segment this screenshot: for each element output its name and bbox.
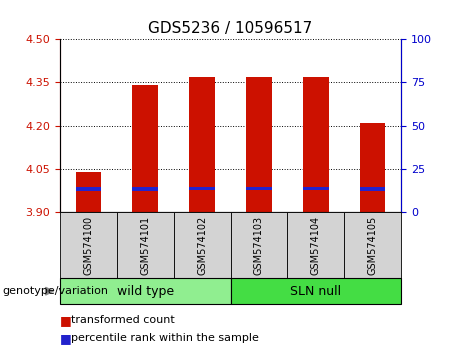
Bar	[303, 76, 329, 212]
Bar	[360, 187, 385, 191]
Bar	[76, 187, 101, 191]
Title: GDS5236 / 10596517: GDS5236 / 10596517	[148, 21, 313, 36]
Text: genotype/variation: genotype/variation	[2, 286, 108, 296]
Text: GSM574105: GSM574105	[367, 216, 378, 275]
Bar	[189, 187, 215, 190]
Bar	[360, 123, 385, 212]
Text: percentile rank within the sample: percentile rank within the sample	[71, 333, 260, 343]
Text: wild type: wild type	[117, 285, 174, 298]
Bar	[76, 172, 101, 212]
Text: transformed count: transformed count	[71, 315, 175, 325]
Bar	[132, 85, 158, 212]
Text: GSM574101: GSM574101	[140, 216, 150, 275]
Bar	[246, 76, 272, 212]
Text: GSM574102: GSM574102	[197, 216, 207, 275]
Bar	[303, 187, 329, 190]
Text: GSM574104: GSM574104	[311, 216, 321, 275]
Text: ■: ■	[60, 314, 71, 327]
Text: GSM574103: GSM574103	[254, 216, 264, 275]
Text: GSM574100: GSM574100	[83, 216, 94, 275]
Text: SLN null: SLN null	[290, 285, 341, 298]
Bar	[246, 187, 272, 190]
Bar	[132, 187, 158, 191]
Bar	[189, 76, 215, 212]
Text: ■: ■	[60, 332, 71, 344]
